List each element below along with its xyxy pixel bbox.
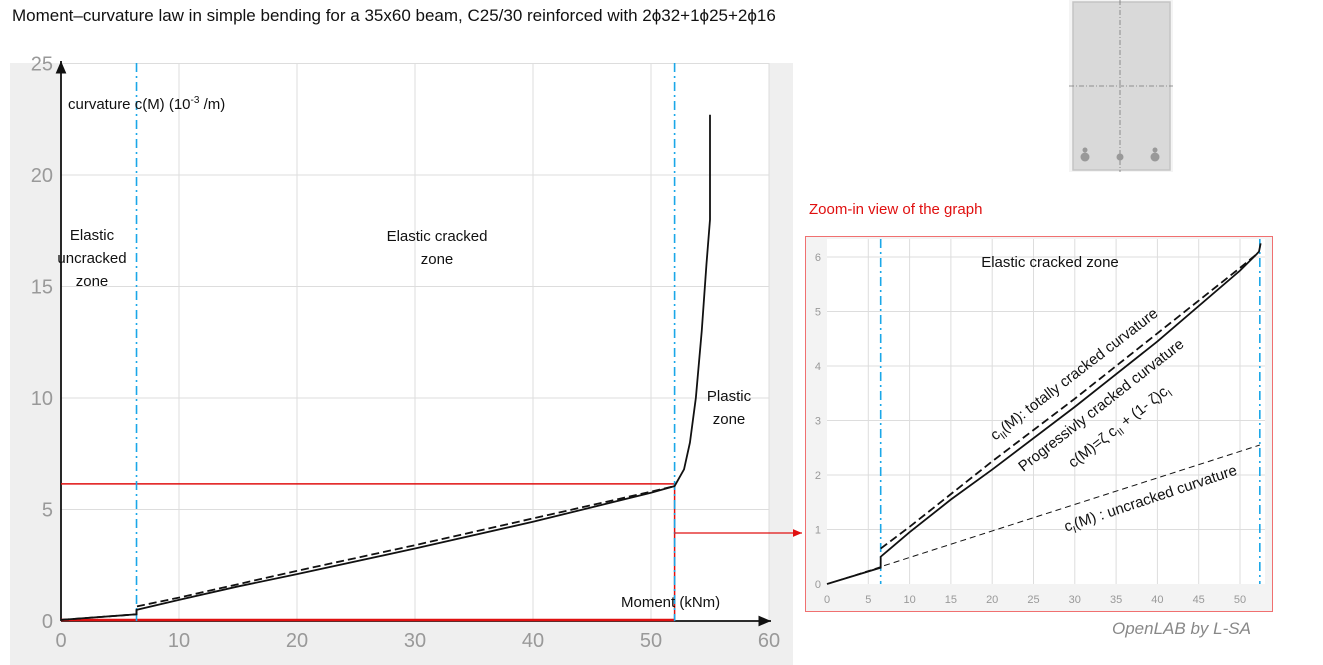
rebar-icon [1082,147,1088,153]
credit-text: OpenLAB by L-SA [1112,619,1251,638]
series-line [880,253,1258,550]
x-tick-label: 20 [286,630,308,652]
y-axis-label: curvature c(M) (10-3 /m) [68,95,225,113]
x-tick-label: 50 [640,630,662,652]
x-tick-label: 15 [945,594,957,606]
plastic-zone-label: Plastic zone [707,388,752,428]
zone-label-line: Plastic [707,388,752,405]
cross-section-drawing [1069,0,1173,172]
figure-title: Moment–curvature law in simple bending f… [12,6,776,25]
beam-cross-section-icon [1069,0,1173,172]
main-chart: 0 10 20 30 40 50 60 0 5 10 15 20 25 [31,54,780,653]
y-tick-label: 25 [31,54,53,76]
rebar-icon [1116,153,1124,161]
zone-label-line: zone [713,411,746,428]
zone-label-line: zone [76,273,109,290]
y-tick-label: 0 [815,579,821,591]
y-tick-label: 2 [815,470,821,482]
x-tick-label: 50 [1234,594,1246,606]
y-tick-label: 6 [815,252,821,264]
x-tick-label: 25 [1027,594,1039,606]
x-tick-label: 30 [1069,594,1081,606]
x-tick-label: 10 [903,594,915,606]
x-axis-label: Moment (kNm) [621,594,720,611]
zoom-zone-label: Elastic cracked zone [981,254,1119,271]
zone-label-line: Elastic cracked [387,228,488,245]
y-tick-label: 5 [42,500,53,522]
x-tick-label: 45 [1193,594,1205,606]
y-tick-label: 0 [42,611,53,633]
y-tick-label: 4 [815,361,821,373]
series-line [826,243,1262,585]
x-tick-label: 0 [55,630,66,652]
y-tick-label: 5 [815,306,821,318]
uncracked-zone-label: Elastic uncracked zone [57,227,126,290]
y-tick-label: 15 [31,277,53,299]
rebar-icon [1080,152,1090,162]
zone-label-line: Elastic [70,227,115,244]
cracked-zone-label: Elastic cracked zone [387,228,488,268]
x-tick-label: 35 [1110,594,1122,606]
y-tick-label: 10 [31,388,53,410]
x-tick-label: 40 [522,630,544,652]
zoom-caption: Zoom-in view of the graph [809,201,983,218]
rebar-icon [1152,147,1158,153]
x-tick-label: 0 [824,594,830,606]
rebar-icon [1150,152,1160,162]
x-tick-label: 5 [865,594,871,606]
series-line [60,114,711,621]
zone-label-line: zone [421,251,454,268]
series-line [826,444,1260,585]
y-tick-label: 1 [815,524,821,536]
series-line [60,485,675,621]
x-tick-label: 60 [758,630,780,652]
y-tick-label: 3 [815,415,821,427]
zone-label-line: uncracked [57,250,126,267]
x-tick-label: 20 [986,594,998,606]
x-tick-label: 10 [168,630,190,652]
plot-area [827,239,1265,584]
x-tick-label: 30 [404,630,426,652]
y-tick-label: 20 [31,165,53,187]
x-tick-label: 40 [1151,594,1163,606]
